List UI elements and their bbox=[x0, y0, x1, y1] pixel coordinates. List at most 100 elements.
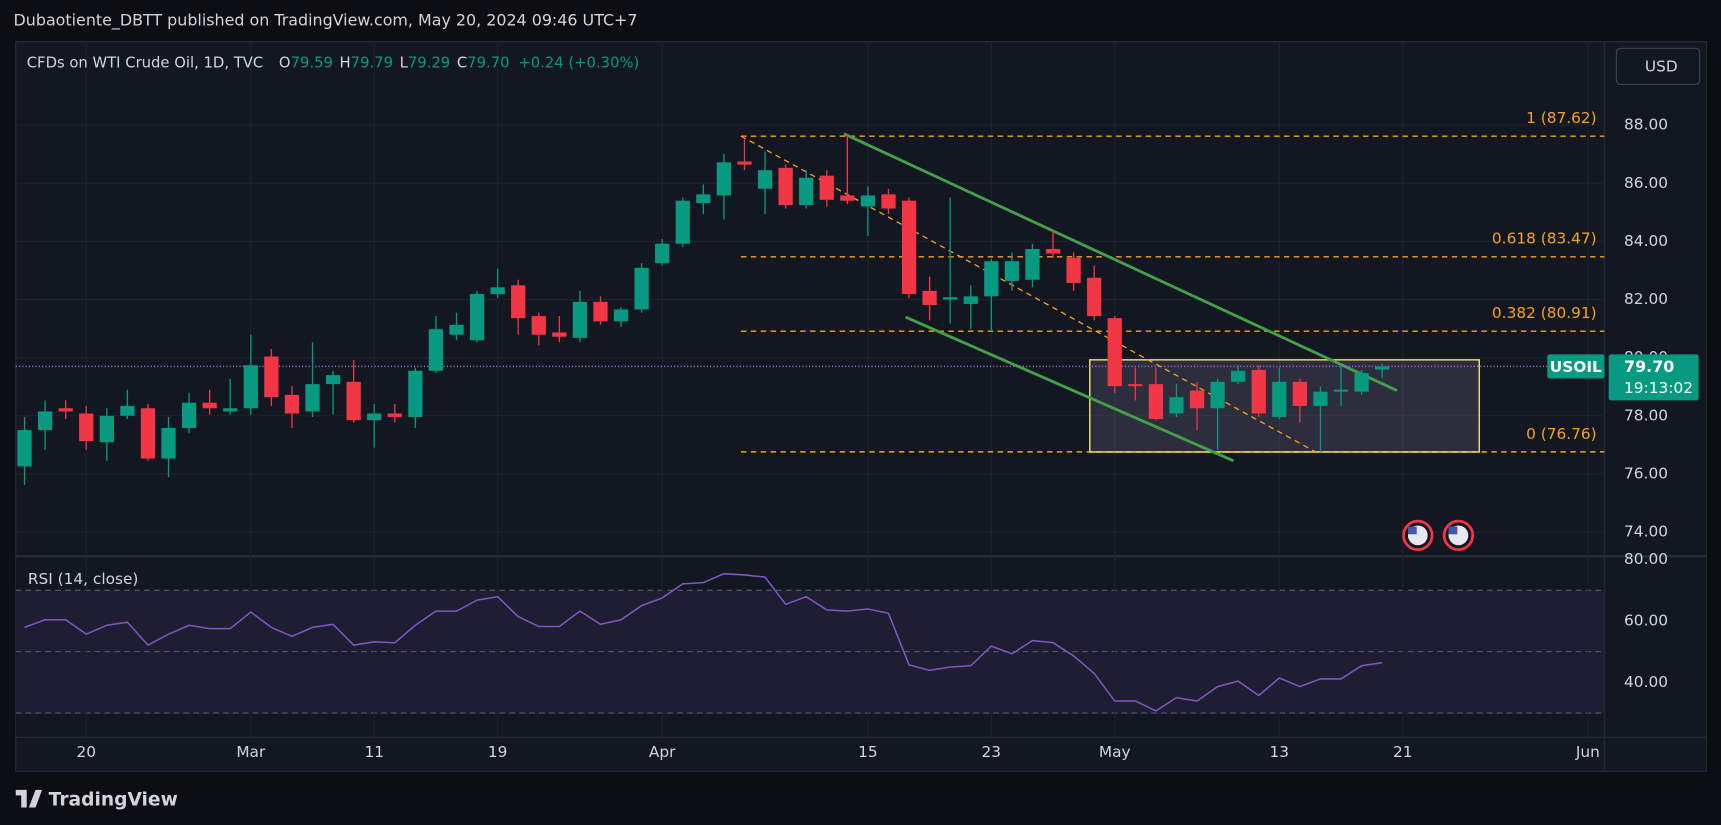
candle-body bbox=[1231, 370, 1246, 382]
candle-body bbox=[778, 167, 793, 206]
rsi-tick-label: 60.00 bbox=[1624, 611, 1668, 629]
rsi-tick-label: 80.00 bbox=[1624, 550, 1668, 568]
candle-body bbox=[1210, 381, 1225, 409]
candle-body bbox=[799, 177, 814, 206]
countdown: 19:13:02 bbox=[1624, 379, 1693, 397]
candle-body bbox=[840, 195, 855, 201]
candle-body bbox=[1272, 381, 1287, 417]
candle-body bbox=[408, 370, 423, 417]
symbol-legend: CFDs on WTI Crude Oil, 1D, TVC O79.59 H79… bbox=[27, 55, 640, 72]
legend-key: L bbox=[400, 55, 409, 72]
x-tick-label: 20 bbox=[76, 743, 96, 761]
candle-body bbox=[140, 408, 156, 459]
candle-body bbox=[37, 411, 53, 431]
candle-body bbox=[1025, 248, 1040, 280]
candle-body bbox=[325, 375, 341, 385]
x-tick-label: 13 bbox=[1270, 743, 1290, 761]
x-tick-label: Mar bbox=[236, 743, 266, 761]
candle-body bbox=[716, 162, 732, 196]
x-tick-label: 15 bbox=[858, 743, 878, 761]
x-tick-label: 23 bbox=[982, 743, 1002, 761]
candle-body bbox=[655, 243, 670, 264]
brand-logo bbox=[15, 789, 43, 808]
publisher: Dubaotiente_DBTT published on TradingVie… bbox=[14, 10, 638, 30]
y-tick-label: 88.00 bbox=[1624, 116, 1668, 134]
price-badge-label: 79.70 bbox=[1624, 357, 1674, 376]
candle-body bbox=[1189, 390, 1205, 409]
currency-button[interactable]: USD bbox=[1615, 47, 1701, 86]
legend-value: 79.29 bbox=[408, 55, 450, 72]
candle-body bbox=[634, 267, 649, 310]
event-flag-canton[interactable] bbox=[1448, 526, 1458, 535]
candle-body bbox=[757, 170, 773, 189]
candle-body bbox=[819, 175, 834, 200]
candle-body bbox=[1004, 261, 1020, 281]
candle-body bbox=[305, 384, 320, 412]
symbol-badge-label: USOIL bbox=[1550, 358, 1602, 376]
candle-body bbox=[161, 428, 176, 459]
currency-label[interactable]: USD bbox=[1645, 57, 1678, 75]
y-tick-label: 82.00 bbox=[1624, 290, 1668, 308]
indicator-title: RSI (14, close) bbox=[28, 570, 139, 588]
candle-body bbox=[1333, 389, 1349, 392]
candle-body bbox=[1066, 257, 1081, 283]
candle-body bbox=[120, 405, 135, 416]
indicator-pane bbox=[15, 556, 1605, 738]
x-tick-label: Apr bbox=[649, 743, 676, 761]
y-tick-label: 84.00 bbox=[1624, 232, 1668, 250]
legend-change: +0.24 (+0.30%) bbox=[518, 55, 639, 72]
candle-body bbox=[449, 324, 464, 335]
candle-body bbox=[490, 287, 505, 295]
currency-button-frame[interactable] bbox=[1615, 47, 1701, 86]
symbol-badge bbox=[1547, 354, 1605, 379]
fib-label: 0 (76.76) bbox=[1526, 425, 1597, 443]
event-flag-canton[interactable] bbox=[1407, 526, 1417, 535]
candle-body bbox=[572, 301, 588, 338]
candle-body bbox=[284, 394, 300, 414]
candle-body bbox=[1251, 369, 1266, 414]
candle-body bbox=[387, 413, 402, 417]
legend-key: C bbox=[457, 55, 467, 72]
candle-body bbox=[860, 195, 876, 207]
brand: TradingView bbox=[15, 789, 178, 810]
rsi-band bbox=[15, 590, 1605, 715]
candle-body bbox=[58, 408, 73, 412]
candle-body bbox=[675, 200, 690, 244]
marks bbox=[15, 132, 1605, 712]
candle-body bbox=[922, 290, 937, 306]
fib-label: 0.618 (83.47) bbox=[1492, 230, 1597, 248]
candle-body bbox=[469, 294, 485, 341]
y-tick-label: 76.00 bbox=[1624, 464, 1668, 482]
candle-body bbox=[963, 296, 978, 304]
candle-body bbox=[737, 161, 752, 165]
candle-body bbox=[1375, 366, 1390, 370]
candle-body bbox=[1313, 391, 1328, 406]
legend-value: 79.59 bbox=[291, 55, 333, 72]
grid bbox=[15, 41, 1605, 738]
candle-body bbox=[1354, 373, 1369, 392]
channel-upper bbox=[843, 132, 1398, 392]
candle-body bbox=[1107, 318, 1122, 387]
legend-key: O bbox=[279, 55, 291, 72]
event-flags[interactable] bbox=[1402, 519, 1475, 552]
candle-body bbox=[901, 200, 917, 295]
candle-body bbox=[428, 329, 444, 371]
x-tick-label: 19 bbox=[488, 743, 508, 761]
candle-body bbox=[696, 194, 711, 204]
candle-body bbox=[511, 285, 526, 319]
legend-value: 79.79 bbox=[351, 55, 393, 72]
x-tick-label: May bbox=[1099, 743, 1131, 761]
candle-body bbox=[264, 356, 279, 398]
y-tick-label: 86.00 bbox=[1624, 174, 1668, 192]
fib-label: 0.382 (80.91) bbox=[1492, 304, 1597, 322]
legend-key: H bbox=[340, 55, 351, 72]
x-tick-label: 11 bbox=[364, 743, 384, 761]
candle-body bbox=[552, 332, 567, 337]
brand-name: TradingView bbox=[49, 789, 178, 810]
candle-body bbox=[531, 316, 546, 335]
x-tick-label: Jun bbox=[1575, 743, 1600, 761]
x-tick-label: 21 bbox=[1393, 743, 1413, 761]
rsi-line bbox=[24, 572, 1383, 712]
